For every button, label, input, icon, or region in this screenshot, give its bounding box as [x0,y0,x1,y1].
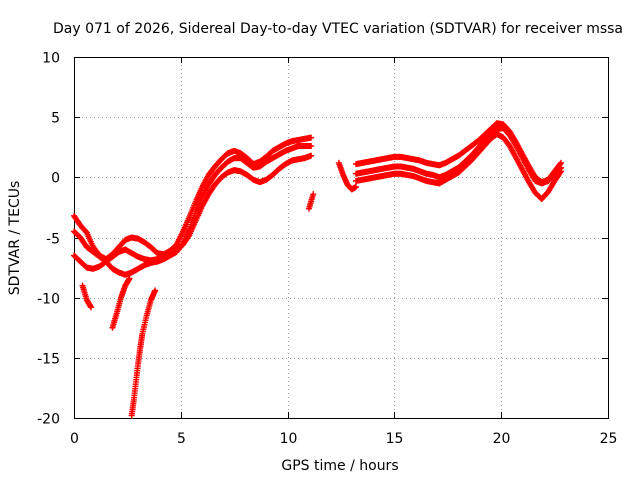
x-tick-label: 5 [177,431,186,447]
x-tick-label: 0 [70,431,79,447]
data-point [126,275,133,282]
data-layer [71,120,565,419]
data-series-track-b [71,143,315,278]
y-tick-label: -20 [37,412,60,428]
data-series-track-j [335,159,359,193]
data-series-track-e [352,120,565,186]
data-series-track-f [352,131,565,202]
x-tick-label: 20 [493,431,511,447]
data-series-track-i [79,282,95,311]
x-tick-label: 10 [280,431,298,447]
data-series-track-c [71,134,315,263]
data-point [352,183,359,190]
y-tick-label: 10 [42,51,60,67]
data-point [558,168,565,175]
data-point [308,134,315,141]
tick-layer: 0 5 10 15 20 25 10 5 0 -5 -10 -15 -20 [37,51,617,448]
data-point [152,287,159,294]
y-tick-label: 5 [51,111,60,127]
data-series-track-h [128,287,159,419]
data-point [558,159,565,166]
chart-title: Day 071 of 2026, Sidereal Day-to-day VTE… [53,21,623,37]
x-tick-label: 25 [600,431,618,447]
data-point [308,143,315,150]
data-point [557,160,564,167]
y-tick-label: -15 [37,352,60,368]
y-axis-label: SDTVAR / TECUs [7,181,23,296]
x-tick-label: 15 [386,431,404,447]
y-tick-label: -10 [37,292,60,308]
data-series-track-a [71,152,315,272]
data-point [308,152,315,159]
data-point [310,191,317,198]
x-axis-label: GPS time / hours [281,458,398,474]
y-tick-label: -5 [46,232,60,248]
grid-layer [74,57,608,418]
y-tick-label: 0 [51,171,60,187]
data-series-track-k [305,191,317,212]
data-series-track-g [109,275,133,331]
data-point [557,169,564,176]
data-point [88,304,95,311]
